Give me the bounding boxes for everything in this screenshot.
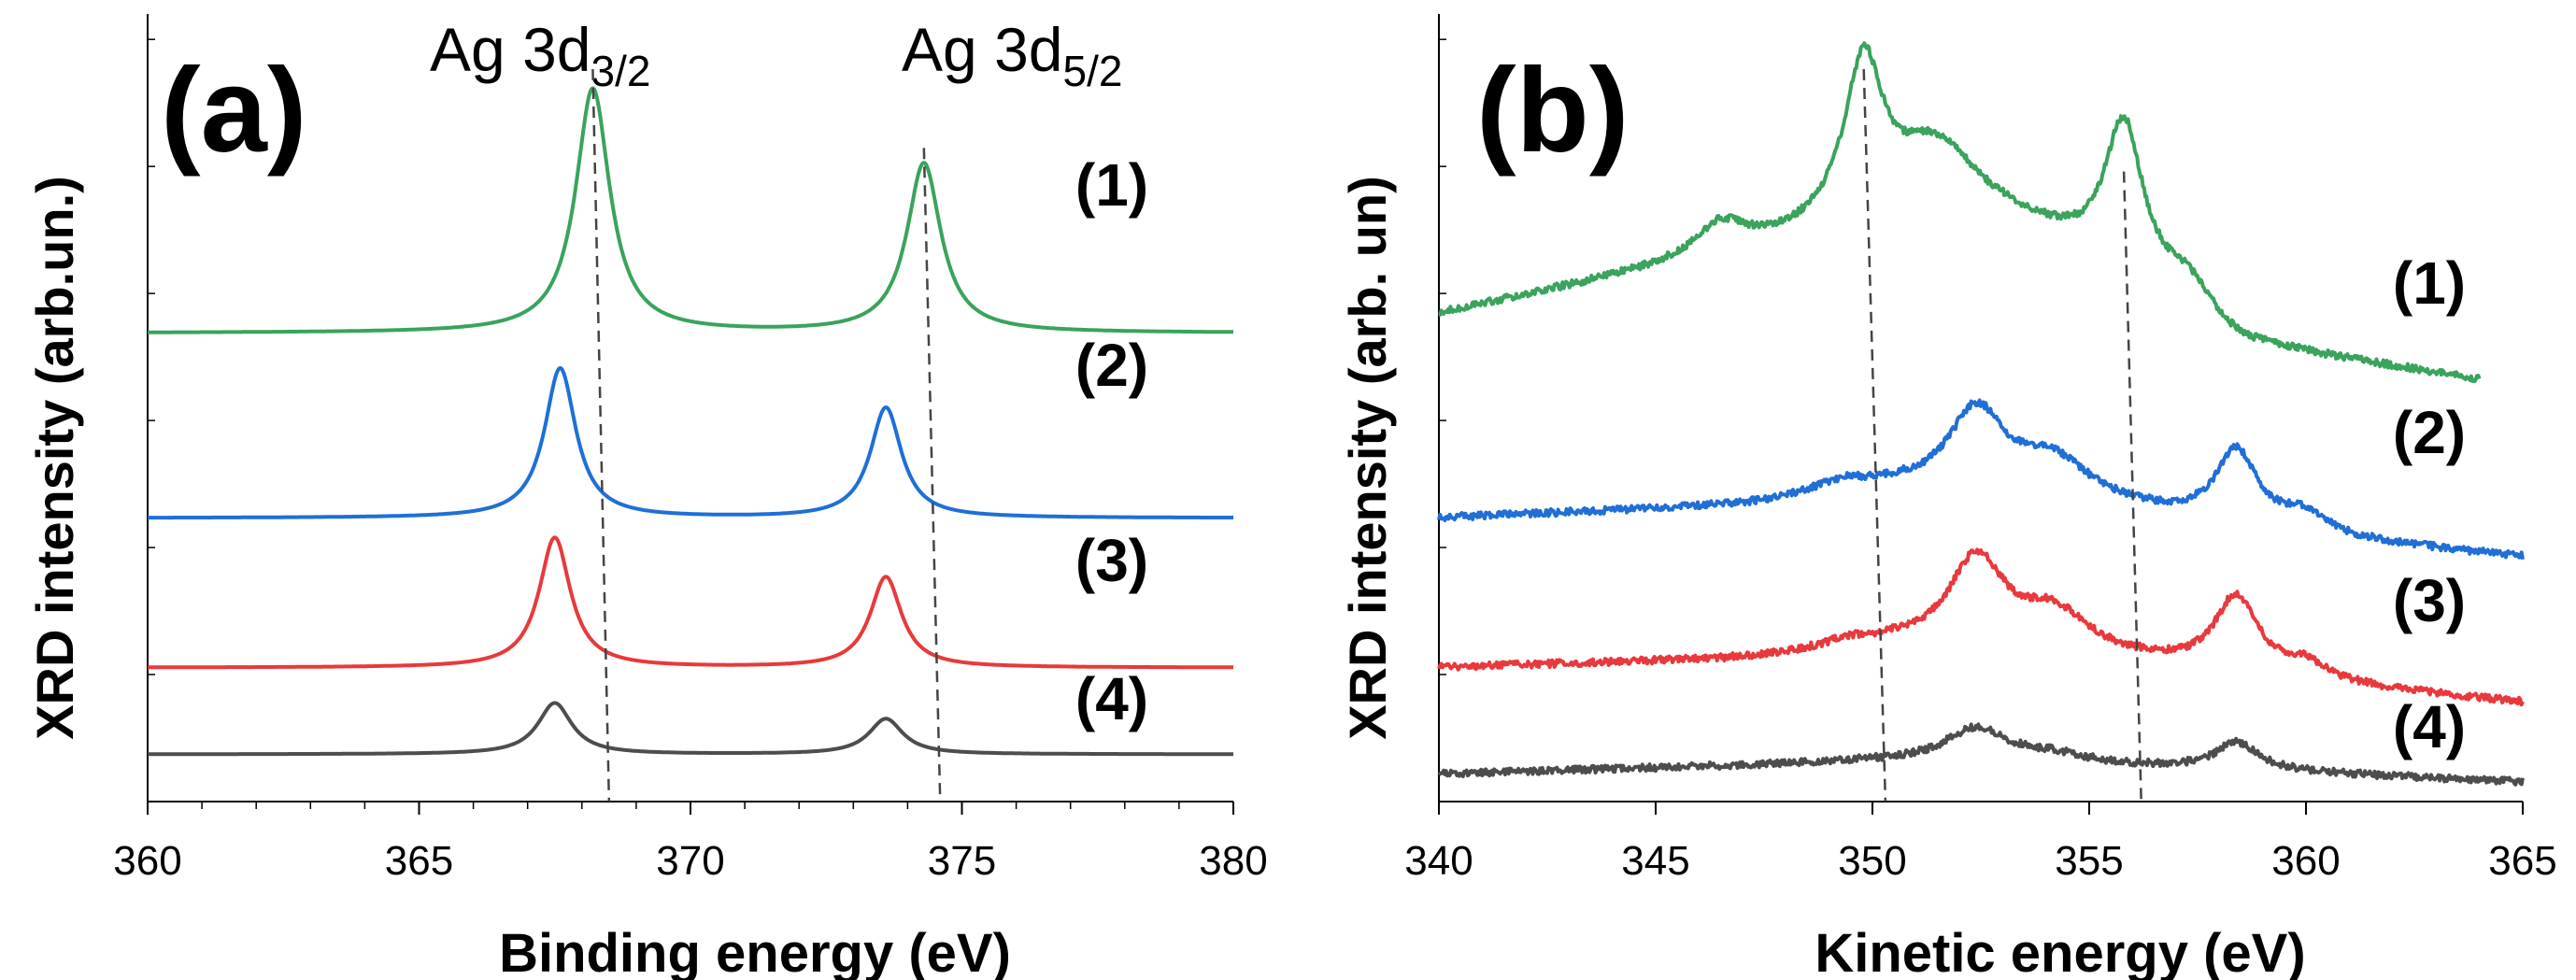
series-label-1: (1): [1075, 151, 1148, 219]
x-tick-label: 350: [1838, 838, 1906, 884]
ag3d32-subscript: 3/2: [591, 47, 650, 95]
series-line-2: [1437, 398, 2525, 561]
ag3d32-base: Ag 3d: [430, 15, 591, 84]
panel-a: (a) XRD intensity (arb.un.) Binding ener…: [25, 14, 1268, 980]
x-tick-label: 360: [2271, 838, 2340, 884]
series-label-2: (2): [1075, 332, 1148, 399]
x-tick-label: 345: [1621, 838, 1689, 884]
series-line-4: [147, 701, 1234, 757]
x-tick-label: 370: [656, 838, 724, 884]
ag3d52-subscript: 5/2: [1062, 47, 1122, 95]
series-line-2: [147, 365, 1234, 520]
panel-b-y-axis-label: XRD intensity (arb. un): [1338, 176, 1397, 740]
peak-guide-line-2: [2122, 171, 2142, 802]
x-tick-label: 365: [385, 838, 453, 884]
x-tick-label: 380: [1199, 838, 1267, 884]
panel-a-x-axis-label: Binding energy (eV): [499, 923, 1011, 980]
ag3d52-annotation: Ag 3d5/2: [902, 15, 1122, 95]
series-line-3: [147, 535, 1234, 670]
panel-b-x-axis-label: Kinetic energy (eV): [1815, 923, 2305, 980]
panel-a-y-axis-label: XRD intensity (arb.un.): [25, 176, 84, 740]
panel-b: (b) XRD intensity (arb. un) Kinetic ener…: [1338, 14, 2557, 980]
panel-a-label: (a): [161, 44, 306, 178]
series-label-3: (3): [1075, 527, 1148, 594]
peak-guide-line-1: [591, 68, 611, 802]
peak-guide-line-1: [1862, 68, 1887, 802]
x-tick-label: 340: [1404, 838, 1473, 884]
series-label-4: (4): [2393, 693, 2466, 760]
panel-b-label: (b): [1476, 44, 1629, 178]
series-label-2: (2): [2393, 399, 2466, 466]
x-tick-label: 360: [113, 838, 181, 884]
x-tick-label: 375: [928, 838, 996, 884]
ag3d32-annotation: Ag 3d3/2: [430, 15, 650, 95]
peak-guide-line-2: [922, 148, 942, 802]
series-label-1: (1): [2393, 249, 2466, 317]
x-tick-label: 365: [2488, 838, 2556, 884]
series-label-3: (3): [2393, 567, 2466, 634]
series-line-1: [1438, 41, 2482, 384]
x-tick-label: 355: [2055, 838, 2123, 884]
series-line-1: [147, 86, 1234, 334]
series-line-3: [1437, 547, 2525, 707]
series-label-4: (4): [1075, 665, 1148, 732]
series-line-4: [1437, 722, 2525, 787]
ag3d52-base: Ag 3d: [902, 15, 1062, 84]
